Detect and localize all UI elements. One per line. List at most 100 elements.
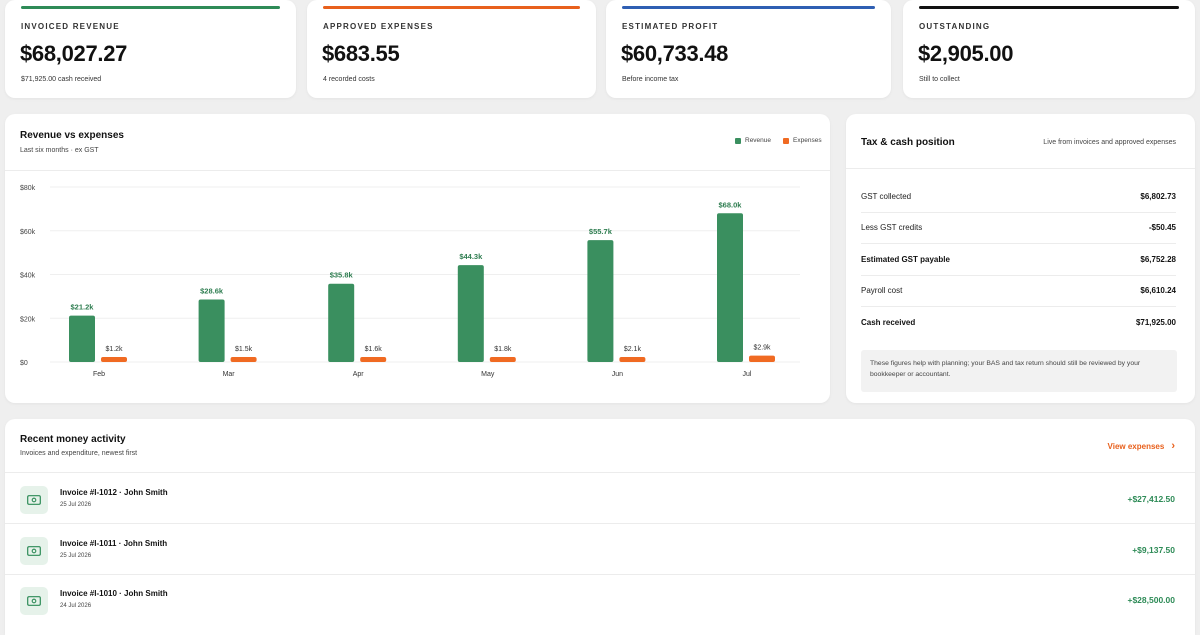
tax-row-value: $6,610.24 bbox=[1140, 286, 1176, 295]
activity-row-date: 24 Jul 2026 bbox=[60, 603, 92, 609]
chart-divider bbox=[5, 170, 830, 171]
chart-legend: Revenue Expenses bbox=[735, 137, 822, 144]
activity-title: Recent money activity bbox=[20, 434, 126, 445]
kpi-sub: 4 recorded costs bbox=[323, 76, 375, 83]
kpi-sub: $71,925.00 cash received bbox=[21, 76, 102, 83]
chevron-right-icon: › bbox=[1171, 440, 1175, 452]
activity-subtitle: Invoices and expenditure, newest first bbox=[20, 450, 138, 457]
legend-revenue-swatch bbox=[735, 137, 741, 144]
legend-expenses-swatch bbox=[783, 137, 790, 144]
tax-row-value: $6,752.28 bbox=[1140, 255, 1176, 264]
x-tick-label: Mar bbox=[223, 371, 236, 378]
expenses-bar bbox=[101, 357, 127, 362]
kpi-value: $683.55 bbox=[322, 41, 400, 66]
chart-title: Revenue vs expenses bbox=[20, 130, 124, 141]
tax-row-divider bbox=[861, 243, 1176, 244]
activity-row-title: Invoice #I-1010 · John Smith bbox=[60, 589, 168, 598]
revenue-bar bbox=[717, 213, 743, 362]
x-tick-label: Apr bbox=[353, 371, 365, 378]
revenue-bar bbox=[69, 315, 95, 362]
y-tick-label: $60k bbox=[20, 229, 36, 236]
y-tick-label: $0 bbox=[20, 360, 28, 367]
tax-row-divider bbox=[861, 275, 1176, 276]
revenue-bar bbox=[328, 283, 355, 362]
tax-row-label: Less GST credits bbox=[861, 223, 923, 232]
activity-row-amount: +$9,137.50 bbox=[1132, 545, 1175, 555]
activity-row[interactable]: Invoice #I-1012 · John Smith 25 Jul 2026… bbox=[5, 473, 1195, 523]
x-tick-label: Feb bbox=[93, 371, 105, 378]
tax-row-cash-received: Cash received $71,925.00 bbox=[861, 307, 1176, 338]
expenses-data-label: $2.9k bbox=[753, 345, 771, 352]
tax-row-value: $6,802.73 bbox=[1140, 192, 1176, 201]
kpi-card-invoiced-revenue: INVOICED REVENUE $68,027.27 $71,925.00 c… bbox=[5, 0, 296, 98]
expenses-data-label: $1.6k bbox=[365, 346, 383, 353]
kpi-accent-bar bbox=[919, 6, 1179, 9]
recent-money-activity-card: Recent money activity Invoices and expen… bbox=[5, 419, 1195, 635]
tax-row-value: $71,925.00 bbox=[1135, 318, 1176, 327]
activity-row-amount: +$27,412.50 bbox=[1127, 494, 1175, 504]
revenue-bar bbox=[587, 240, 614, 362]
revenue-data-label: $28.6k bbox=[200, 286, 224, 295]
kpi-label: APPROVED EXPENSES bbox=[323, 22, 434, 31]
expenses-data-label: $1.2k bbox=[105, 346, 123, 353]
expenses-bar bbox=[230, 357, 257, 362]
kpi-card-approved-expenses: APPROVED EXPENSES $683.55 4 recorded cos… bbox=[307, 0, 596, 98]
cash-icon bbox=[20, 486, 48, 514]
expenses-data-label: $2.1k bbox=[624, 346, 642, 353]
tax-row-gst-credits: Less GST credits -$50.45 bbox=[861, 212, 1176, 243]
tax-disclaimer-note: These figures help with planning; your B… bbox=[861, 350, 1177, 392]
revenue-expenses-chart-card: Revenue vs expenses Last six months · ex… bbox=[5, 114, 830, 403]
revenue-data-label: $21.2k bbox=[71, 303, 95, 312]
revenue-data-label: $68.0k bbox=[719, 200, 743, 209]
kpi-label: INVOICED REVENUE bbox=[21, 22, 120, 31]
view-expenses-link[interactable]: View expenses › bbox=[1108, 440, 1175, 452]
tax-divider bbox=[846, 168, 1195, 169]
bar-chart: $0 $20k $40k $60k $80k $21.2k $1.2k Feb $28.6k $1… bbox=[20, 185, 800, 378]
activity-row-date: 25 Jul 2026 bbox=[60, 502, 92, 508]
chart-subtitle: Last six months · ex GST bbox=[20, 147, 99, 154]
expenses-data-label: $1.5k bbox=[235, 346, 253, 353]
tax-row-label: GST collected bbox=[861, 192, 912, 201]
x-tick-label: Jul bbox=[743, 371, 752, 378]
tax-cash-position-card: Tax & cash position Live from invoices a… bbox=[846, 114, 1195, 403]
legend-expenses-label: Expenses bbox=[793, 137, 822, 144]
kpi-value: $60,733.48 bbox=[621, 41, 729, 66]
kpi-card-estimated-profit: ESTIMATED PROFIT $60,733.48 Before incom… bbox=[606, 0, 891, 98]
tax-title: Tax & cash position bbox=[861, 137, 955, 148]
expenses-bar bbox=[749, 355, 775, 362]
activity-row-title: Invoice #I-1012 · John Smith bbox=[60, 488, 168, 497]
tax-row-label: Estimated GST payable bbox=[861, 255, 950, 264]
revenue-data-label: $35.8k bbox=[330, 271, 354, 280]
expenses-bar bbox=[489, 357, 516, 362]
x-tick-label: Jun bbox=[612, 371, 623, 378]
expenses-bar bbox=[360, 357, 387, 362]
tax-row-label: Cash received bbox=[861, 318, 916, 327]
expenses-bar bbox=[619, 357, 646, 362]
activity-row-amount: +$28,500.00 bbox=[1127, 595, 1175, 605]
expenses-data-label: $1.8k bbox=[494, 346, 512, 353]
y-tick-label: $40k bbox=[20, 273, 36, 280]
activity-row[interactable]: Invoice #I-1011 · John Smith 25 Jul 2026… bbox=[5, 524, 1195, 574]
activity-row-date: 25 Jul 2026 bbox=[60, 553, 92, 559]
revenue-data-label: $44.3k bbox=[459, 252, 483, 261]
activity-row-title: Invoice #I-1011 · John Smith bbox=[60, 539, 168, 548]
revenue-bar bbox=[457, 265, 484, 362]
view-expenses-label: View expenses bbox=[1107, 441, 1165, 451]
kpi-sub: Before income tax bbox=[622, 76, 679, 83]
tax-subtitle: Live from invoices and approved expenses bbox=[1043, 139, 1176, 146]
activity-divider bbox=[5, 472, 1195, 473]
activity-row[interactable]: Invoice #I-1010 · John Smith 24 Jul 2026… bbox=[5, 574, 1195, 624]
activity-row-divider bbox=[5, 574, 1195, 575]
legend-revenue-label: Revenue bbox=[745, 137, 772, 144]
tax-row-value: -$50.45 bbox=[1148, 223, 1176, 232]
kpi-value: $2,905.00 bbox=[918, 41, 1014, 66]
revenue-bar bbox=[198, 299, 225, 362]
kpi-accent-bar bbox=[323, 6, 580, 9]
tax-row-divider bbox=[861, 212, 1176, 213]
cash-icon bbox=[20, 587, 48, 615]
tax-row-gst-collected: GST collected $6,802.73 bbox=[861, 181, 1176, 212]
kpi-card-outstanding: OUTSTANDING $2,905.00 Still to collect bbox=[903, 0, 1195, 98]
revenue-data-label: $55.7k bbox=[589, 227, 613, 236]
cash-icon bbox=[20, 537, 48, 565]
y-tick-label: $20k bbox=[20, 316, 36, 323]
